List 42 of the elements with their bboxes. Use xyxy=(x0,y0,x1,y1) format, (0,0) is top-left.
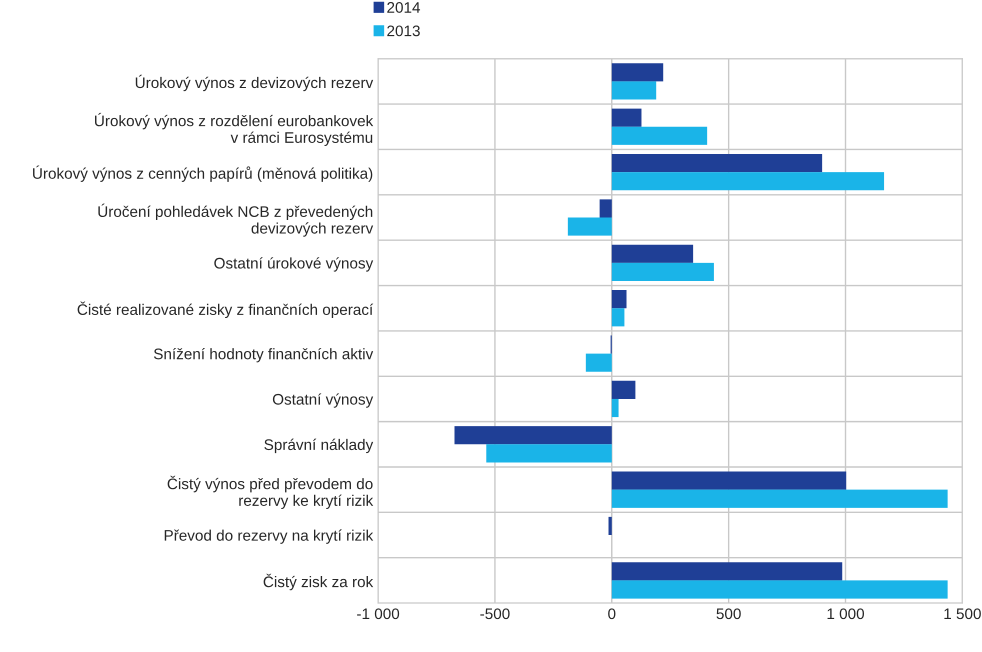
bar xyxy=(612,154,822,172)
bar xyxy=(612,262,714,281)
x-tick-label: 1 000 xyxy=(828,608,864,620)
x-tick-label: 1 500 xyxy=(944,608,981,620)
y-tick-label: Ostatní výnosy xyxy=(272,393,374,408)
bar xyxy=(612,308,624,326)
bar xyxy=(486,444,612,462)
bar xyxy=(612,562,842,580)
x-tick-label: -500 xyxy=(480,608,510,620)
y-tick-label: Ostatní úrokové výnosy xyxy=(214,257,374,272)
bar xyxy=(612,126,708,145)
bar xyxy=(612,290,627,308)
y-tick-label: Čisté realizované zisky z finančních operací xyxy=(78,302,374,318)
bar xyxy=(586,354,612,372)
bar xyxy=(612,63,664,82)
bar xyxy=(612,490,948,508)
legend-label: 2013 xyxy=(387,25,420,36)
bar xyxy=(612,244,694,263)
bar xyxy=(612,472,846,490)
bar xyxy=(568,217,612,236)
x-tick-label: 0 xyxy=(608,608,616,620)
y-tick-label: Čistý výnos před převodem do rezervy ke krytí rizik xyxy=(168,476,374,509)
bar xyxy=(612,172,884,190)
y-tick-label: Čistý zisk za rok xyxy=(264,574,374,590)
bar xyxy=(600,199,612,218)
y-tick-label: Snížení hodnoty finančních aktiv xyxy=(154,348,374,362)
bar xyxy=(612,398,619,418)
x-tick-label: 500 xyxy=(716,608,741,620)
y-tick-label: Převod do rezervy na krytí rizik xyxy=(164,529,374,544)
y-tick-label: Úročení pohledávek NCB z převedených devizových rezerv xyxy=(98,204,374,237)
y-tick-label: Úrokový výnos z cenných papírů (měnová politika) xyxy=(33,165,372,182)
x-tick-label: -1 000 xyxy=(357,608,400,620)
y-tick-label: Úrokový výnos z devizových rezerv xyxy=(136,74,374,92)
bar xyxy=(454,426,612,444)
bar xyxy=(612,81,656,100)
bar xyxy=(612,108,642,127)
bar xyxy=(608,516,612,536)
bar xyxy=(612,380,636,399)
legend-label: 2014 xyxy=(387,2,420,13)
y-tick-label: Správní náklady xyxy=(264,438,374,454)
bar xyxy=(612,580,948,599)
y-tick-label: Úrokový výnos z rozdělení eurobankovek v rámci Eurosystému xyxy=(95,112,374,146)
